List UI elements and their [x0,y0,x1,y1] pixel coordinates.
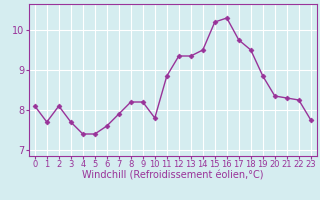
X-axis label: Windchill (Refroidissement éolien,°C): Windchill (Refroidissement éolien,°C) [82,171,264,181]
